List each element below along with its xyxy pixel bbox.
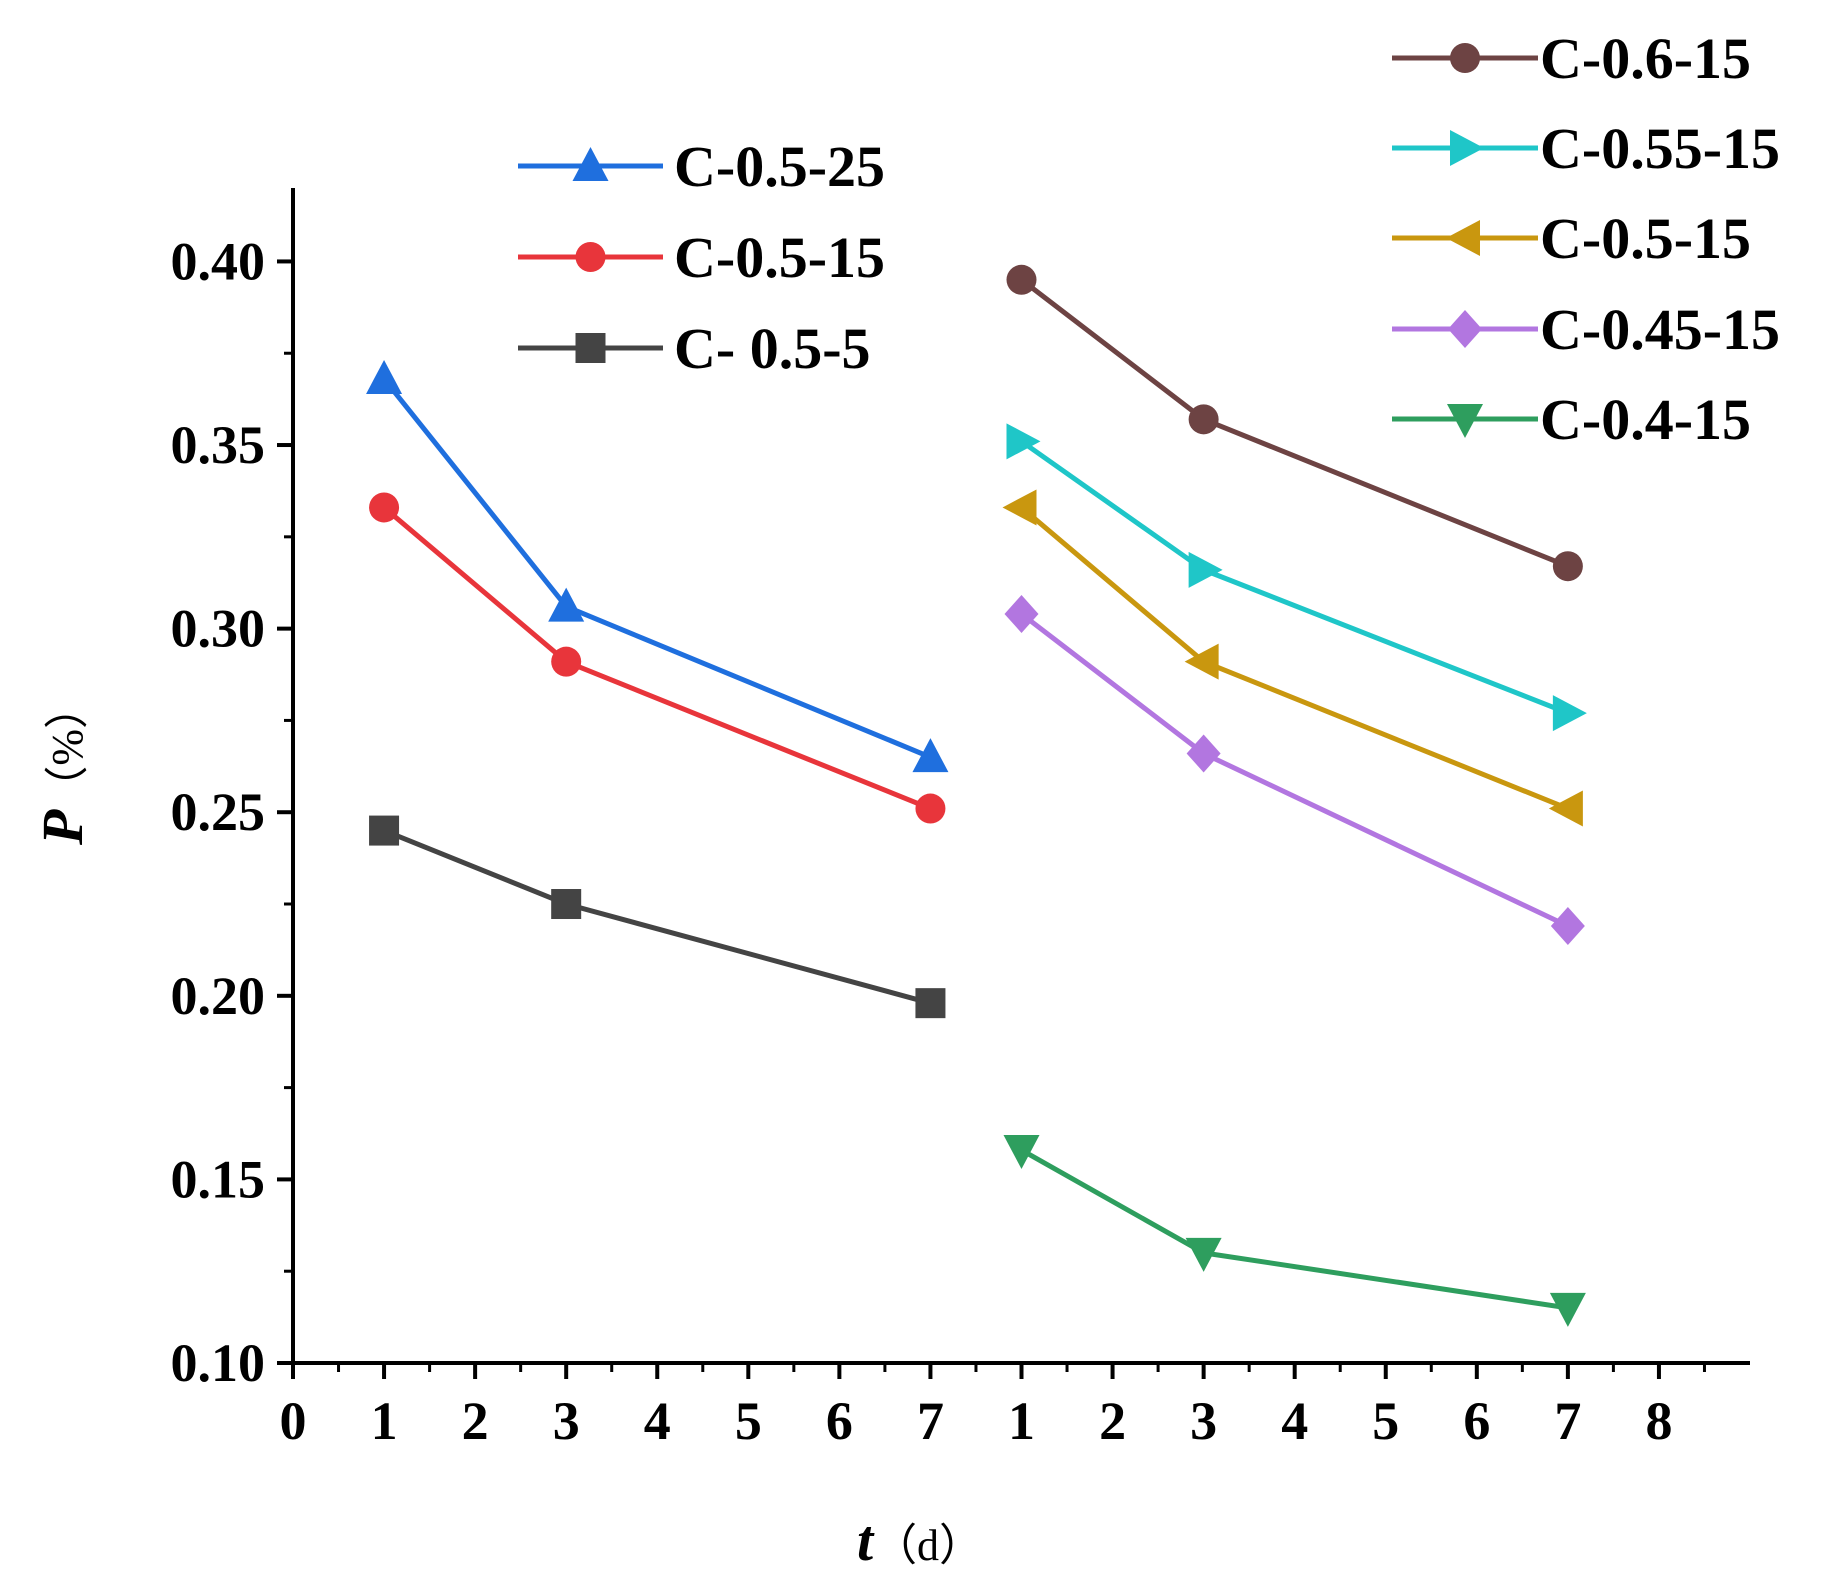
data-point (1004, 594, 1039, 633)
x-tick-label: 8 (1645, 1391, 1672, 1451)
x-tick-label: 5 (1372, 1391, 1399, 1451)
x-tick-label: 1 (371, 1391, 398, 1451)
x-tick-label: 2 (462, 1391, 489, 1451)
legend-label: C-0.5-15 (1540, 206, 1751, 271)
data-point (1006, 264, 1037, 295)
legend-entry-c-0-6-15: C-0.6-15 (1392, 26, 1751, 91)
data-point (915, 793, 946, 824)
data-point (1002, 489, 1037, 526)
y-tick-label: 0.25 (171, 782, 266, 842)
x-tick-label: 4 (644, 1391, 671, 1451)
y-tick-label: 0.10 (171, 1333, 266, 1393)
x-tick-label: 1 (1008, 1391, 1035, 1451)
series-line (383, 828, 932, 1006)
data-point (1552, 551, 1583, 582)
series-line (1020, 1147, 1569, 1311)
legend-marker (1447, 404, 1483, 438)
data-point (548, 587, 585, 622)
data-point (1552, 695, 1587, 732)
legend-marker (575, 333, 606, 363)
legend-entry-c-0-5-5: C- 0.5-5 (518, 316, 871, 381)
legend-entry-c-0-45-15: C-0.45-15 (1392, 297, 1780, 362)
x-axis-unit: （d） (873, 1521, 983, 1570)
legend-layer: C-0.5-25 C-0.5-15 C- 0.5-5 C-0.6-15 C-0.55-1… (518, 26, 1780, 452)
data-point (1188, 404, 1219, 435)
x-axis-variable: t (857, 1508, 875, 1573)
data-point (1186, 734, 1221, 773)
legend-entry-c-0-5-15: C-0.5-15 (1392, 206, 1751, 271)
data-point (915, 988, 946, 1019)
series-c-0-4-15-right (1003, 1135, 1586, 1327)
data-point (551, 646, 582, 677)
data-point (369, 492, 400, 523)
series-layer (366, 264, 1587, 1327)
series-c-0-5-25 (366, 359, 949, 773)
data-point (1549, 1292, 1586, 1327)
x-tick-label: 6 (826, 1391, 853, 1451)
series-line (1019, 505, 1569, 811)
x-tick-label: 3 (1190, 1391, 1217, 1451)
legend-label: C-0.5-25 (674, 134, 885, 199)
series-line (1019, 277, 1569, 569)
legend-label: C-0.55-15 (1540, 116, 1780, 181)
y-axis-unit: （%） (43, 685, 92, 810)
x-tick-label: 3 (553, 1391, 580, 1451)
series-c-0-45-15-right (1004, 594, 1585, 946)
data-point (912, 738, 949, 773)
y-axis-variable: P (30, 809, 95, 846)
y-tick-label: 0.35 (171, 415, 266, 475)
legend-marker (1450, 43, 1480, 73)
x-tick-label: 7 (1554, 1391, 1581, 1451)
series-c-0-55-15-right (1006, 423, 1587, 732)
legend-label: C-0.5-15 (674, 225, 885, 290)
legend-entry-c-0-5-15: C-0.5-15 (518, 225, 885, 290)
data-point (1185, 1237, 1222, 1272)
series-line (1019, 611, 1569, 929)
series-line (382, 505, 932, 811)
data-point (551, 889, 582, 920)
series-c-0-5-15-right (1002, 489, 1583, 827)
legend-entry-c-0-4-15: C-0.4-15 (1392, 387, 1751, 452)
legend-label: C- 0.5-5 (674, 316, 871, 381)
data-point (1550, 907, 1585, 946)
legend-label: C-0.6-15 (1540, 26, 1751, 91)
legend-entry-c-0-55-15: C-0.55-15 (1392, 116, 1780, 181)
data-point (1184, 643, 1219, 680)
y-axis-title: P（%） (30, 685, 95, 846)
y-tick-label: 0.15 (171, 1149, 266, 1209)
x-tick-label: 2 (1099, 1391, 1126, 1451)
data-point (1188, 551, 1223, 588)
legend-marker (1446, 220, 1480, 256)
legend-label: C-0.45-15 (1540, 297, 1780, 362)
legend-marker (1450, 130, 1484, 166)
data-point (1003, 1135, 1040, 1170)
legend-label: C-0.4-15 (1540, 387, 1751, 452)
legend-marker (572, 147, 609, 181)
legend-entry-c-0-5-25: C-0.5-25 (518, 134, 885, 199)
x-tick-label: 5 (735, 1391, 762, 1451)
y-tick-label: 0.40 (171, 231, 266, 291)
x-tick-label: 7 (917, 1391, 944, 1451)
data-point (1006, 423, 1041, 460)
data-point (366, 359, 403, 394)
data-point (369, 815, 400, 846)
y-tick-label: 0.20 (171, 966, 266, 1026)
x-tick-label: 4 (1281, 1391, 1308, 1451)
series-c-0-5-15 (369, 492, 946, 824)
series-c-0-5-5 (369, 815, 946, 1019)
x-tick-label: 6 (1463, 1391, 1490, 1451)
x-tick-label: 0 (280, 1391, 307, 1451)
x-axis-title: t（d） (857, 1508, 983, 1573)
data-point (1548, 790, 1583, 827)
legend-marker (1448, 310, 1482, 348)
y-tick-label: 0.30 (171, 599, 266, 659)
axes: 0.10 0.15 0.20 0.25 0.30 0.35 0.40 0 1 2 3 4 5 6 7 1 2 3 4… (171, 188, 1750, 1451)
legend-marker (575, 242, 606, 272)
series-c-0-6-15-right (1006, 264, 1583, 582)
